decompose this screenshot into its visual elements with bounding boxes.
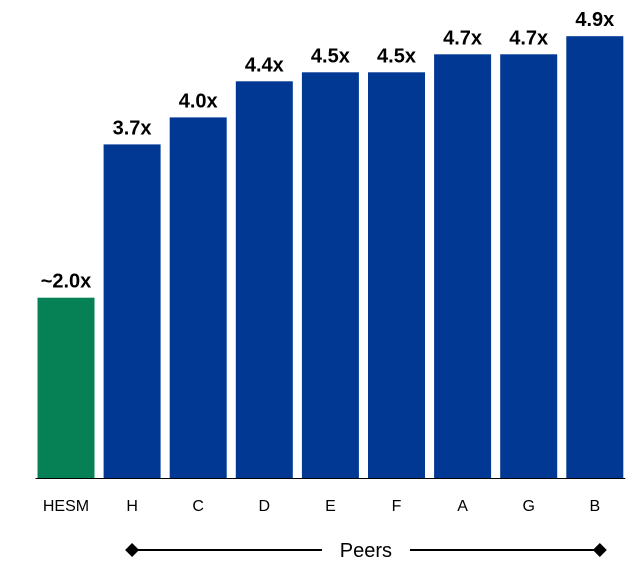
bar-b	[566, 36, 624, 478]
x-tick-label-c: C	[192, 498, 204, 515]
x-tick-label-d: D	[259, 498, 271, 515]
bar-a	[434, 54, 492, 479]
value-label-c: 4.0x	[179, 90, 218, 112]
value-label-a: 4.7x	[443, 27, 482, 49]
bars-group	[37, 36, 624, 479]
bar-g	[500, 54, 558, 479]
x-tick-label-a: A	[457, 498, 468, 515]
x-tick-label-h: H	[126, 498, 138, 515]
value-label-e: 4.5x	[311, 45, 350, 67]
value-label-h: 3.7x	[113, 117, 152, 139]
bar-e	[301, 72, 359, 479]
bar-h	[103, 144, 161, 478]
value-label-hesm: ~2.0x	[41, 271, 92, 293]
bracket-diamond-right	[592, 543, 607, 557]
bar-c	[169, 117, 227, 479]
value-label-b: 4.9x	[575, 9, 614, 31]
peers-bracket: Peers	[125, 540, 607, 562]
x-tick-label-g: G	[522, 498, 534, 515]
x-tick-labels-group: HESM H C D E F A G B	[43, 498, 600, 515]
x-tick-label-b: B	[589, 498, 600, 515]
value-label-f: 4.5x	[377, 45, 416, 67]
bracket-diamond-left	[125, 543, 140, 557]
bar-d	[235, 81, 293, 479]
peers-label: Peers	[340, 540, 392, 562]
value-labels-group: ~2.0x 3.7x 4.0x 4.4x 4.5x 4.5x 4.7x 4.7x 4.9x	[41, 9, 615, 293]
x-tick-label-e: E	[325, 498, 336, 515]
x-tick-label-hesm: HESM	[43, 498, 89, 515]
value-label-d: 4.4x	[245, 54, 284, 76]
bar-f	[368, 72, 425, 479]
value-label-g: 4.7x	[509, 27, 548, 49]
bar-hesm	[37, 297, 95, 478]
x-tick-label-f: F	[392, 498, 402, 515]
